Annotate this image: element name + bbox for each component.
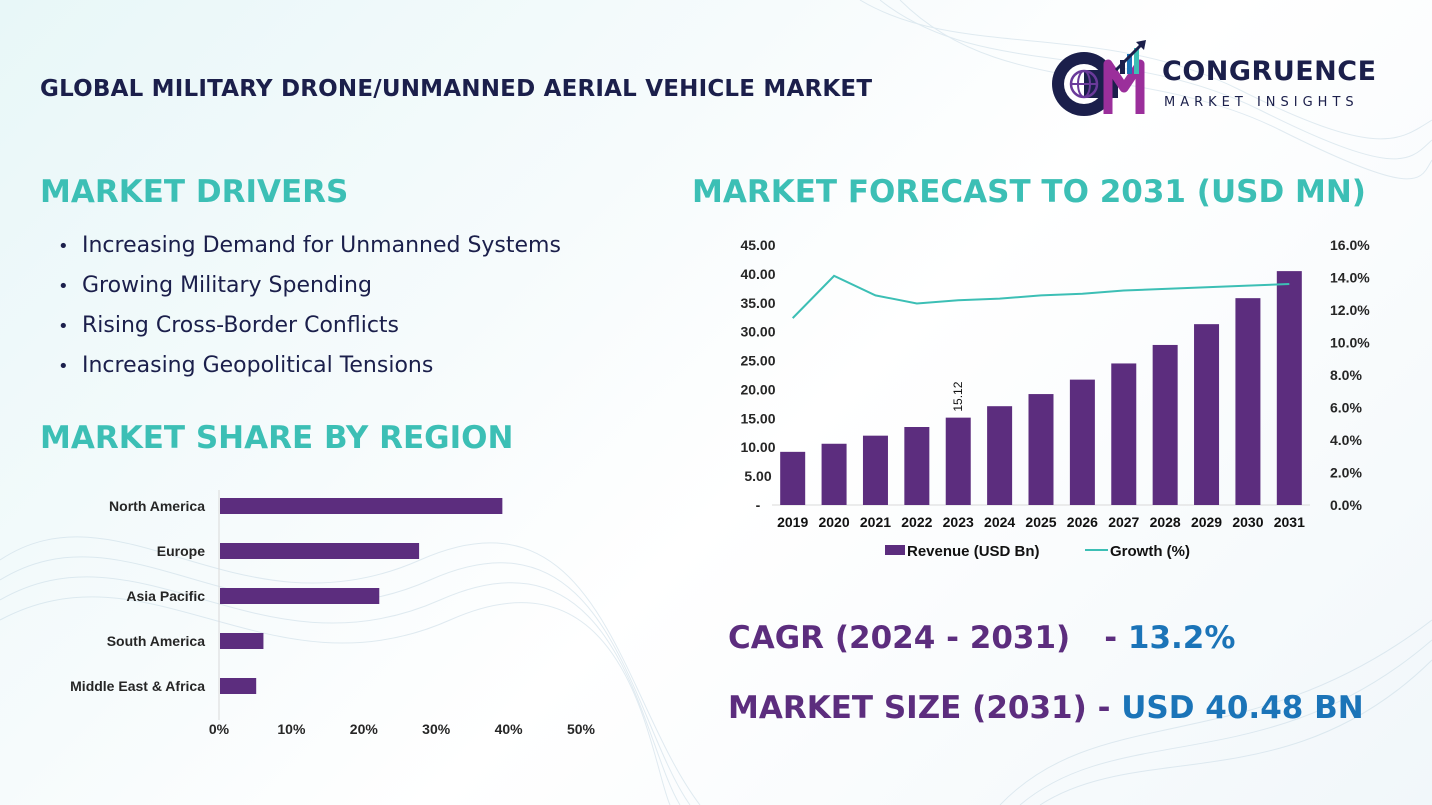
x-tick-label: 40%	[495, 721, 524, 737]
y-tick-label: 30.00	[740, 324, 775, 340]
growth-line	[791, 274, 1290, 319]
y-tick-label: 20.00	[740, 381, 775, 397]
y2-tick-label: 0.0%	[1330, 497, 1362, 513]
x-tick-label: 2024	[984, 514, 1015, 530]
legend-label-growth: Growth (%)	[1110, 543, 1190, 560]
driver-text: Increasing Demand for Unmanned Systems	[82, 233, 561, 258]
y2-tick-label: 2.0%	[1330, 465, 1362, 481]
market-size-label: MARKET SIZE (2031)	[728, 690, 1087, 726]
bar	[1152, 344, 1178, 505]
category-label: South America	[107, 633, 205, 649]
forecast-heading: MARKET FORECAST TO 2031 (USD MN)	[692, 174, 1366, 210]
region-share-heading: MARKET SHARE BY REGION	[40, 420, 514, 456]
category-label: North America	[109, 498, 205, 514]
x-tick-label: 2029	[1191, 514, 1222, 530]
bar	[1069, 379, 1095, 505]
bar	[1276, 271, 1302, 505]
page-title: GLOBAL MILITARY DRONE/UNMANNED AERIAL VE…	[40, 76, 873, 102]
y2-tick-label: 12.0%	[1330, 302, 1370, 318]
bar	[220, 498, 503, 514]
bar	[220, 678, 257, 694]
y2-tick-label: 6.0%	[1330, 400, 1362, 416]
y2-tick-label: 14.0%	[1330, 270, 1370, 286]
bar	[220, 543, 420, 559]
y2-tick-label: 4.0%	[1330, 432, 1362, 448]
list-item: • Increasing Geopolitical Tensions	[58, 353, 434, 378]
bar	[1235, 298, 1261, 505]
bar	[821, 443, 847, 505]
x-tick-label: 2025	[1025, 514, 1056, 530]
y-tick-label: 35.00	[740, 295, 775, 311]
region-share-chart: North America Europe Asia Pacific South Ame…	[70, 490, 596, 737]
market-size-value: USD 40.48 BN	[1121, 690, 1364, 726]
market-drivers-heading: MARKET DRIVERS	[40, 174, 349, 210]
driver-text: Increasing Geopolitical Tensions	[82, 353, 434, 378]
market-size-separator: -	[1097, 690, 1111, 726]
category-label: Middle East & Africa	[70, 678, 205, 694]
list-item: • Increasing Demand for Unmanned Systems	[58, 233, 561, 258]
y2-tick-label: 10.0%	[1330, 335, 1370, 351]
list-item: • Growing Military Spending	[58, 273, 372, 298]
forecast-chart: - 5.00 10.00 15.00 20.00 25.00 30.00 35.00 40.00…	[740, 237, 1370, 560]
y-tick-label: 5.00	[744, 468, 771, 484]
x-tick-label: 20%	[350, 721, 379, 737]
x-tick-label: 2022	[901, 514, 932, 530]
cagr-value: 13.2%	[1127, 620, 1236, 656]
bar	[1028, 394, 1054, 505]
x-tick-label: 50%	[567, 721, 596, 737]
bar	[220, 633, 264, 649]
company-logo: CONGRUENCE MARKET INSIGHTS	[1046, 40, 1396, 120]
data-label: 15.12	[951, 381, 965, 411]
category-label: Europe	[157, 543, 205, 559]
x-tick-label: 2020	[818, 514, 849, 530]
x-tick-label: 2028	[1150, 514, 1181, 530]
bar	[987, 406, 1013, 505]
x-tick-label: 10%	[277, 721, 306, 737]
cagr-separator: -	[1104, 620, 1118, 656]
bar	[945, 417, 971, 505]
y-tick-label: 40.00	[740, 266, 775, 282]
y-tick-label: 10.00	[740, 439, 775, 455]
cagr-label: CAGR (2024 - 2031)	[728, 620, 1071, 656]
legend-swatch-revenue	[885, 545, 905, 555]
logo-name: CONGRUENCE	[1162, 56, 1377, 87]
x-tick-label: 2023	[943, 514, 974, 530]
bar	[862, 435, 888, 505]
bar	[1111, 363, 1137, 505]
y2-tick-label: 16.0%	[1330, 237, 1370, 253]
bar	[780, 451, 806, 505]
market-drivers-list: • Increasing Demand for Unmanned Systems …	[58, 230, 561, 390]
x-tick-label: 0%	[209, 721, 230, 737]
y2-tick-label: 8.0%	[1330, 367, 1362, 383]
bar	[1194, 324, 1220, 505]
list-item: • Rising Cross-Border Conflicts	[58, 313, 400, 338]
x-tick-label: 30%	[422, 721, 451, 737]
cagr-stat: CAGR (2024 - 2031) - 13.2%	[728, 620, 1235, 656]
y-tick-label: 25.00	[740, 353, 775, 369]
bar	[904, 427, 930, 505]
logo-subtitle: MARKET INSIGHTS	[1164, 95, 1359, 110]
driver-text: Growing Military Spending	[82, 273, 372, 298]
x-tick-label: 2030	[1232, 514, 1263, 530]
logo-mark-icon	[1052, 40, 1146, 116]
y-tick-label: 45.00	[740, 237, 775, 253]
bar	[220, 588, 380, 604]
market-size-stat: MARKET SIZE (2031) - USD 40.48 BN	[728, 690, 1364, 726]
x-tick-label: 2021	[860, 514, 891, 530]
x-tick-label: 2026	[1067, 514, 1098, 530]
y-tick-label: -	[756, 497, 761, 513]
legend-label-revenue: Revenue (USD Bn)	[907, 543, 1040, 560]
chart-legend: Revenue (USD Bn) Growth (%)	[885, 543, 1190, 560]
category-label: Asia Pacific	[126, 588, 205, 604]
x-tick-label: 2027	[1108, 514, 1139, 530]
y-tick-label: 15.00	[740, 410, 775, 426]
driver-text: Rising Cross-Border Conflicts	[82, 313, 400, 338]
x-tick-label: 2019	[777, 514, 808, 530]
x-tick-label: 2031	[1274, 514, 1305, 530]
